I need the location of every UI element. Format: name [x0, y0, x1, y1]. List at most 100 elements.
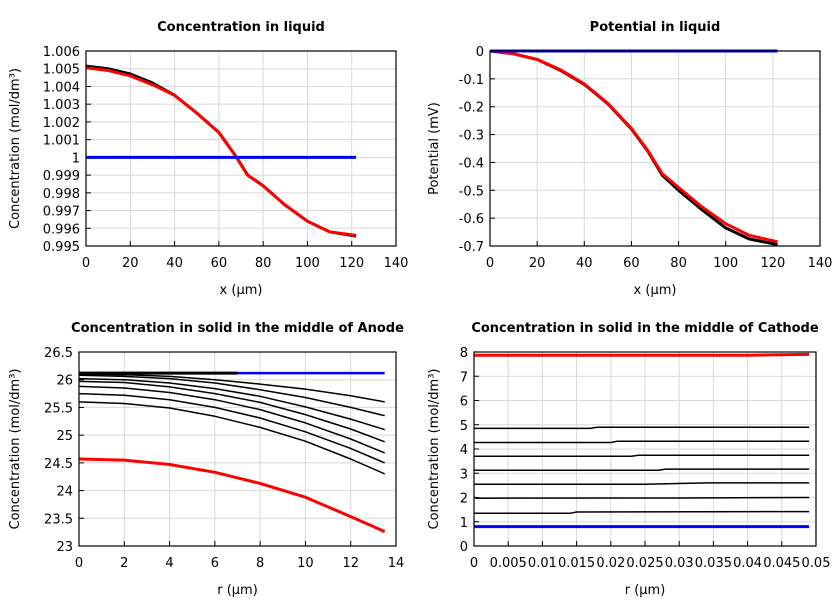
y-tick-label: 24.5: [44, 457, 73, 472]
series-line: [86, 66, 357, 237]
y-tick-label: 25.5: [44, 401, 73, 416]
x-axis-label: x (µm): [634, 283, 677, 298]
y-tick-label: 1.001: [43, 134, 80, 149]
x-tick-label: 14: [388, 556, 405, 571]
chart-title: Concentration in liquid: [157, 20, 325, 35]
plot-frame: [78, 351, 397, 547]
y-tick-label: 5: [460, 419, 468, 434]
subplot-1: Concentration in liquid 0 20 40 60 80 100 120 14…: [8, 20, 408, 298]
x-tick-label: 140: [808, 256, 833, 271]
y-tick-label: 1.004: [43, 80, 80, 95]
x-tick-label: 10: [297, 556, 314, 571]
y-tick-label: 0.998: [43, 187, 80, 202]
series-line: [79, 373, 385, 403]
x-tick-label: 12: [342, 556, 359, 571]
y-tick-label: 3: [460, 467, 468, 482]
x-tick-label: 0: [75, 556, 83, 571]
x-tick-label: 0.01: [528, 556, 557, 571]
series-line: [474, 496, 810, 499]
series-line: [79, 385, 385, 454]
x-tick-label: 0.05: [802, 556, 831, 571]
y-tick-label: 1: [460, 516, 468, 531]
y-tick-label: 4: [460, 443, 468, 458]
y-tick-label: 2: [460, 492, 468, 507]
y-tick-label: -0.2: [459, 101, 484, 116]
x-tick-label: 2: [120, 556, 128, 571]
y-tick-label: 1.002: [43, 116, 80, 131]
series-group: [474, 352, 810, 529]
x-tick-label: 60: [211, 256, 228, 271]
y-tick-label: -0.3: [459, 129, 484, 144]
y-tick-label: -0.5: [459, 184, 484, 199]
x-tick-label: 0: [470, 556, 478, 571]
subplot-3: Concentration in solid in the middle of …: [8, 321, 404, 598]
y-tick-label: 1: [72, 151, 80, 166]
x-tick-label: 40: [166, 256, 183, 271]
x-tick-label: 0.04: [733, 556, 762, 571]
x-tick-label: 0.02: [596, 556, 625, 571]
series-line: [474, 510, 810, 515]
y-tick-label: 1.006: [43, 45, 80, 60]
y-tick-label: 8: [460, 346, 468, 361]
y-tick-label: 0.995: [43, 240, 80, 255]
y-tick-label: 0.999: [43, 169, 80, 184]
chart-title: Concentration in solid in the middle of …: [471, 321, 819, 336]
chart-title: Potential in liquid: [590, 20, 721, 35]
y-tick-label: 1.003: [43, 98, 80, 113]
plot-frame: [473, 351, 817, 547]
y-tick-label: 0.996: [43, 222, 80, 237]
y-axis-label: Potential (mV): [427, 102, 442, 195]
x-tick-label: 120: [760, 256, 785, 271]
y-tick-label: 23.5: [44, 512, 73, 527]
x-tick-label: 0.025: [626, 556, 663, 571]
series-line: [490, 49, 778, 247]
series-line: [474, 454, 810, 458]
plot-frame: [85, 50, 397, 247]
y-tick-label: 26: [56, 374, 73, 389]
series-line: [474, 482, 810, 485]
x-tick-label: 0.005: [490, 556, 527, 571]
chart-title: Concentration in solid in the middle of …: [71, 321, 404, 336]
y-tick-label: 23: [56, 540, 73, 555]
subplot-4: Concentration in solid in the middle of …: [427, 321, 830, 598]
series-line: [474, 468, 810, 472]
series-group: [490, 49, 778, 247]
series-line: [79, 401, 386, 475]
y-tick-label: 0: [460, 540, 468, 555]
x-tick-label: 0.035: [695, 556, 732, 571]
x-tick-label: 120: [339, 256, 364, 271]
y-tick-label: 1.005: [43, 63, 80, 78]
x-tick-label: 80: [670, 256, 687, 271]
y-tick-label: 6: [460, 395, 468, 410]
series-line: [490, 49, 778, 244]
plot-frame: [489, 50, 821, 247]
x-tick-label: 100: [295, 256, 320, 271]
y-tick-label: 0: [476, 45, 484, 60]
x-tick-label: 4: [165, 556, 173, 571]
x-axis-label: r (µm): [217, 583, 258, 598]
y-tick-label: 26.5: [44, 346, 73, 361]
x-tick-label: 0: [82, 256, 90, 271]
y-tick-label: -0.1: [459, 73, 484, 88]
y-tick-label: -0.7: [459, 240, 484, 255]
series-line: [79, 457, 386, 533]
y-axis-label: Concentration (mol/dm³): [8, 369, 23, 530]
x-tick-label: 0: [486, 256, 494, 271]
y-tick-label: 24: [56, 485, 73, 500]
series-group: [86, 64, 357, 238]
y-tick-label: 7: [460, 370, 468, 385]
x-tick-label: 8: [256, 556, 264, 571]
y-tick-label: 0.997: [43, 205, 80, 220]
x-tick-label: 100: [713, 256, 738, 271]
x-tick-label: 0.015: [558, 556, 595, 571]
x-tick-label: 0.045: [763, 556, 800, 571]
series-line: [474, 352, 810, 357]
y-tick-label: -0.4: [459, 156, 484, 171]
series-line: [79, 392, 385, 464]
x-tick-label: 20: [122, 256, 139, 271]
series-line: [474, 440, 810, 444]
x-tick-label: 60: [623, 256, 640, 271]
y-tick-label: -0.6: [459, 212, 484, 227]
y-axis-label: Concentration (mol/dm³): [8, 68, 23, 229]
